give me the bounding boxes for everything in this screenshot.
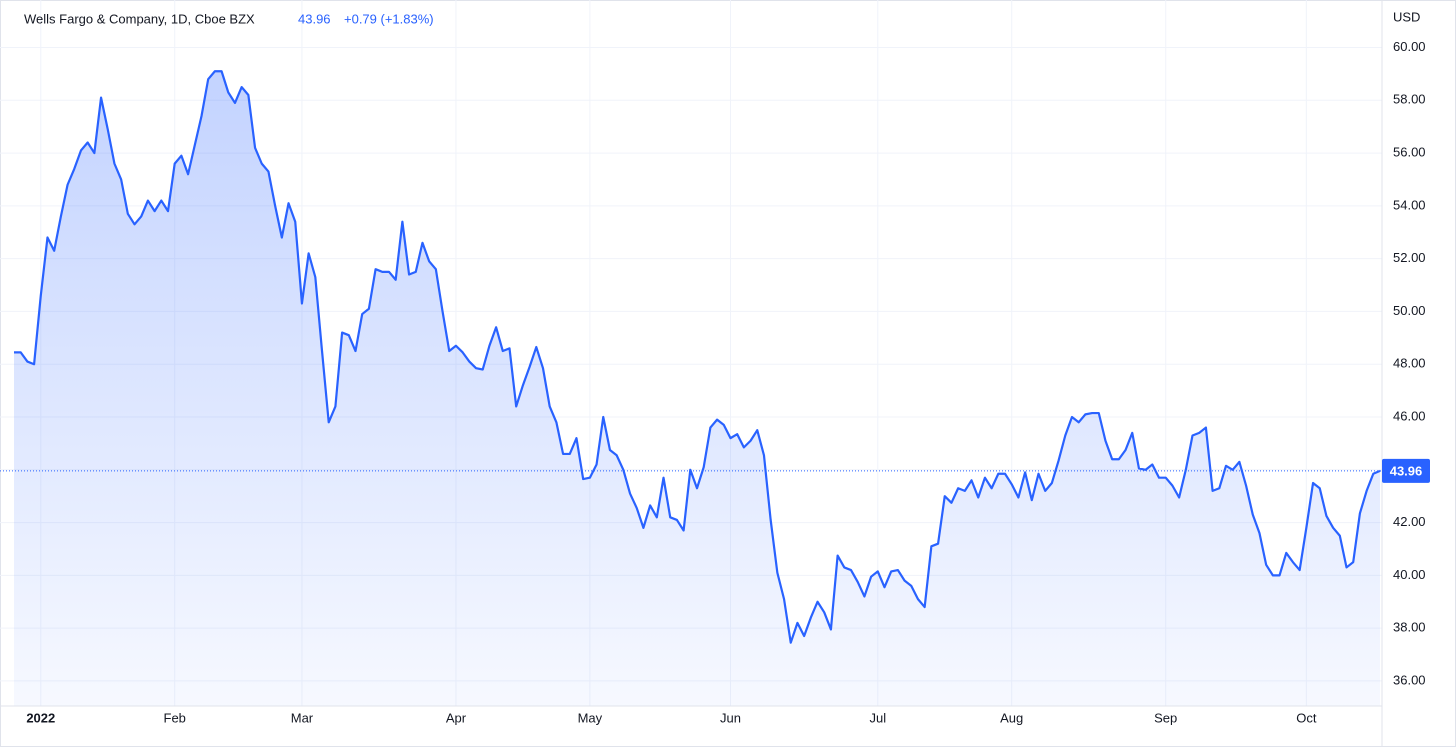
x-tick-label: 2022 [26, 710, 55, 725]
plot [0, 70, 1382, 706]
x-tick-label: Apr [446, 710, 467, 725]
y-tick-label: 46.00 [1393, 408, 1426, 423]
y-tick-label: 48.00 [1393, 356, 1426, 371]
x-tick-label: Oct [1296, 710, 1317, 725]
labels: 36.0038.0040.0042.0044.0046.0048.0050.00… [26, 39, 1430, 725]
area-fill [14, 71, 1380, 706]
y-tick-label: 60.00 [1393, 39, 1426, 54]
y-tick-label: 50.00 [1393, 303, 1426, 318]
y-tick-label: 58.00 [1393, 92, 1426, 107]
last-price-label: 43.96 [1390, 463, 1423, 478]
y-tick-label: 56.00 [1393, 145, 1426, 160]
price-change: +0.79 (+1.83%) [344, 11, 434, 26]
y-tick-label: 42.00 [1393, 514, 1426, 529]
y-tick-label: 38.00 [1393, 620, 1426, 635]
x-tick-label: May [578, 710, 603, 725]
y-tick-label: 40.00 [1393, 567, 1426, 582]
y-tick-label: 52.00 [1393, 250, 1426, 265]
y-tick-label: 54.00 [1393, 197, 1426, 212]
x-tick-label: Sep [1154, 710, 1177, 725]
x-tick-label: Mar [291, 710, 314, 725]
x-tick-label: Aug [1000, 710, 1023, 725]
x-tick-label: Jun [720, 710, 741, 725]
y-tick-label: 36.00 [1393, 672, 1426, 687]
x-tick-label: Feb [164, 710, 186, 725]
x-tick-label: Jul [869, 710, 886, 725]
currency-label: USD [1393, 9, 1420, 24]
price-line [14, 70, 1381, 644]
symbol-title: Wells Fargo & Company, 1D, Cboe BZX [24, 11, 255, 26]
last-price: 43.96 [298, 11, 331, 26]
last-price-badge [1382, 458, 1430, 483]
